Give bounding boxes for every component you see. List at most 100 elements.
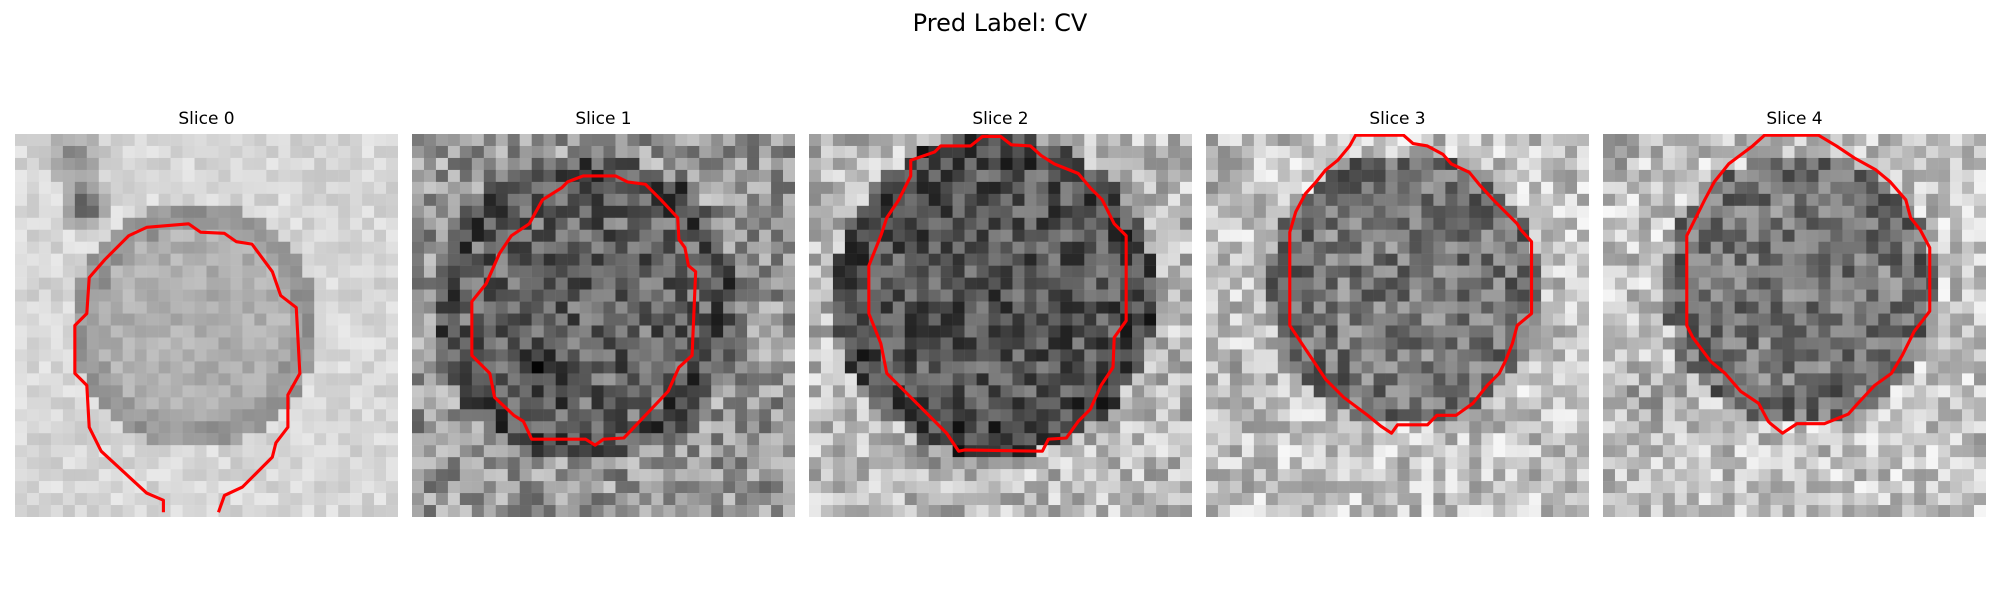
pixel — [1036, 397, 1049, 410]
pixel — [639, 469, 652, 482]
pixel — [880, 134, 894, 147]
pixel — [711, 505, 724, 517]
pixel — [26, 265, 40, 278]
pixel — [1517, 397, 1530, 410]
pixel — [122, 241, 135, 254]
pixel — [1878, 433, 1891, 446]
pixel — [1361, 301, 1374, 314]
pixel — [699, 469, 712, 482]
pixel — [26, 289, 40, 302]
pixel — [423, 277, 437, 290]
pixel — [362, 157, 375, 171]
pixel — [1603, 301, 1616, 314]
pixel — [735, 181, 748, 195]
pixel — [1024, 169, 1037, 183]
pixel — [218, 421, 231, 434]
pixel — [1686, 361, 1699, 374]
pixel — [1674, 145, 1688, 159]
pixel — [1120, 385, 1133, 398]
pixel — [1132, 157, 1145, 171]
pixel — [1241, 265, 1255, 278]
pixel — [1710, 397, 1723, 410]
pixel — [1120, 145, 1133, 159]
pixel — [783, 277, 795, 290]
pixel — [386, 169, 398, 183]
pixel — [1650, 409, 1664, 422]
pixel — [1132, 349, 1145, 362]
pixel — [1914, 313, 1927, 326]
pixel — [916, 289, 929, 302]
pixel — [218, 445, 231, 458]
pixel — [1505, 181, 1518, 195]
pixel — [1878, 229, 1891, 242]
pixel — [1397, 409, 1410, 422]
pixel — [386, 325, 398, 338]
pixel — [639, 349, 652, 362]
pixel — [146, 205, 159, 219]
pixel — [519, 373, 532, 386]
pixel — [182, 397, 195, 410]
pixel — [1722, 397, 1735, 410]
pixel — [447, 301, 461, 314]
pixel — [916, 481, 929, 494]
pixel — [1782, 217, 1795, 230]
pixel — [1024, 481, 1037, 494]
pixel — [15, 169, 28, 183]
pixel — [687, 157, 700, 171]
pixel — [254, 145, 267, 159]
pixel — [218, 337, 231, 350]
pixel — [194, 481, 207, 494]
pixel — [1060, 397, 1073, 410]
pixel — [904, 373, 917, 386]
pixel — [675, 397, 688, 410]
pixel — [386, 445, 398, 458]
pixel — [170, 193, 183, 207]
pixel — [976, 457, 989, 470]
pixel — [940, 325, 953, 338]
pixel — [1493, 505, 1506, 517]
pixel — [531, 181, 544, 195]
pixel — [1662, 241, 1676, 254]
pixel — [820, 469, 834, 482]
pixel — [146, 145, 159, 159]
pixel — [1794, 445, 1807, 458]
pixel — [230, 493, 243, 506]
pixel — [1758, 217, 1771, 230]
pixel — [38, 397, 52, 410]
pixel — [771, 181, 784, 195]
pixel — [771, 241, 784, 254]
pixel — [844, 205, 858, 219]
pixel — [531, 409, 544, 422]
pixel — [1433, 217, 1446, 230]
pixel — [1433, 457, 1446, 470]
pixel — [627, 145, 640, 159]
pixel — [1565, 205, 1578, 219]
pixel — [1603, 421, 1616, 434]
pixel — [1084, 193, 1097, 207]
pixel — [350, 433, 363, 446]
pixel — [1914, 337, 1927, 350]
pixel — [1156, 373, 1169, 386]
pixel — [1938, 373, 1951, 386]
pixel — [1000, 241, 1013, 254]
pixel — [1541, 134, 1554, 147]
pixel — [1722, 421, 1735, 434]
pixel — [1385, 349, 1398, 362]
pixel — [1541, 349, 1554, 362]
pixel — [1878, 193, 1891, 207]
pixel — [1445, 493, 1458, 506]
pixel — [278, 217, 291, 230]
pixel — [1421, 265, 1434, 278]
pixel — [1746, 289, 1759, 302]
pixel — [1409, 193, 1422, 207]
pixel — [1938, 169, 1951, 183]
pixel — [218, 385, 231, 398]
pixel — [1048, 229, 1061, 242]
pixel — [435, 493, 449, 506]
pixel — [904, 134, 917, 147]
pixel — [1974, 265, 1986, 278]
pixel — [627, 301, 640, 314]
pixel — [146, 193, 159, 207]
pixel — [627, 409, 640, 422]
pixel — [1301, 457, 1314, 470]
